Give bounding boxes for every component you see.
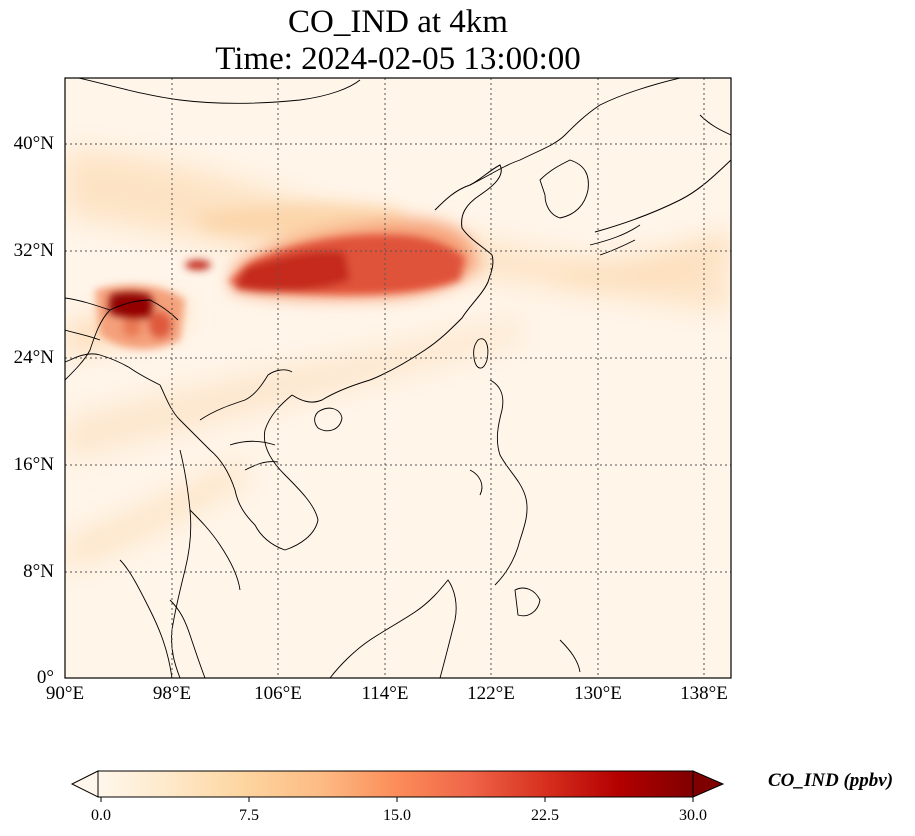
lat-tick-label: 16°N bbox=[13, 454, 54, 475]
map-frame bbox=[64, 77, 732, 679]
map-time-subtitle: Time: 2024-02-05 13:00:00 bbox=[215, 41, 581, 77]
lat-tick-label: 24°N bbox=[13, 347, 54, 368]
lon-tick-label: 138°E bbox=[680, 683, 728, 704]
colorbar-tick-label: 0.0 bbox=[91, 807, 111, 824]
colorbar-tick-label: 22.5 bbox=[531, 807, 559, 824]
colorbar-tick-label: 15.0 bbox=[383, 807, 411, 824]
colorbar-max-extend bbox=[692, 770, 725, 798]
lat-tick-label: 40°N bbox=[13, 133, 54, 154]
colorbar-label: CO_IND (ppbv) bbox=[768, 770, 894, 791]
colorbar-tick-label: 7.5 bbox=[239, 807, 259, 824]
lon-tick-label: 90°E bbox=[45, 683, 85, 704]
colorbar bbox=[70, 770, 725, 802]
lon-tick-label: 114°E bbox=[361, 683, 409, 704]
colorbar-gradient bbox=[98, 771, 693, 797]
map-title: CO_IND at 4km bbox=[288, 4, 508, 40]
lon-tick-label: 130°E bbox=[574, 683, 622, 704]
lon-tick-label: 106°E bbox=[254, 683, 302, 704]
co-concentration-field bbox=[65, 78, 731, 678]
coastline-borders bbox=[65, 78, 731, 678]
map-gridlines bbox=[65, 78, 731, 678]
lat-tick-label: 32°N bbox=[13, 240, 54, 261]
colorbar-tick-label: 30.0 bbox=[679, 807, 707, 824]
colorbar-min-extend bbox=[70, 770, 99, 798]
lon-tick-label: 98°E bbox=[152, 683, 192, 704]
lon-tick-label: 122°E bbox=[467, 683, 515, 704]
lat-tick-label: 0° bbox=[36, 667, 54, 688]
lat-tick-label: 8°N bbox=[23, 561, 54, 582]
